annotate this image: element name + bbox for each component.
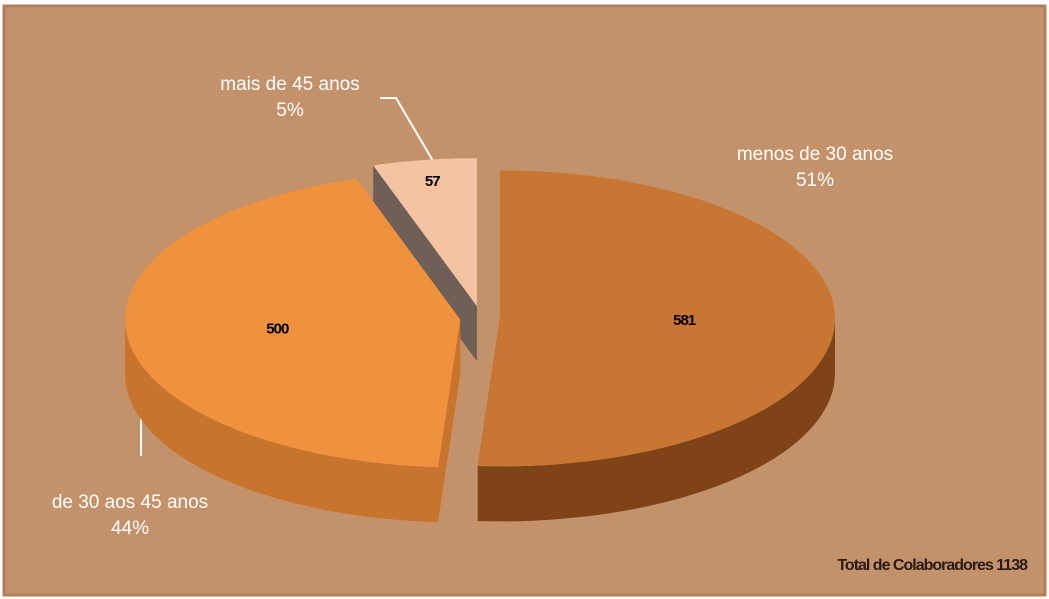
category-label: mais de 45 anos [220,74,360,95]
slice-cut-face [438,319,461,523]
value-label: 500 [266,321,289,338]
slice-side [125,319,438,523]
pie: 581 500 57 [125,158,835,523]
percent-label: 44% [110,518,150,539]
value-label: 57 [425,173,440,190]
total-label: Total de Colaboradores 1138 [837,557,1028,574]
slice-label: de 30 aos 45 anos 44% [10,490,250,542]
category-label: de 30 aos 45 anos [51,492,209,513]
value-label: 581 [673,312,696,329]
category-label: menos de 30 anos [736,144,894,165]
percent-label: 51% [795,170,835,191]
percent-label: 5% [276,100,304,121]
slice [373,158,477,307]
slice [477,170,835,467]
slice [125,178,461,468]
slice-label: menos de 30 anos 51% [735,142,895,194]
slice-side [477,318,835,522]
leader-line [380,97,437,167]
slice-label: mais de 45 anos 5% [180,72,400,124]
